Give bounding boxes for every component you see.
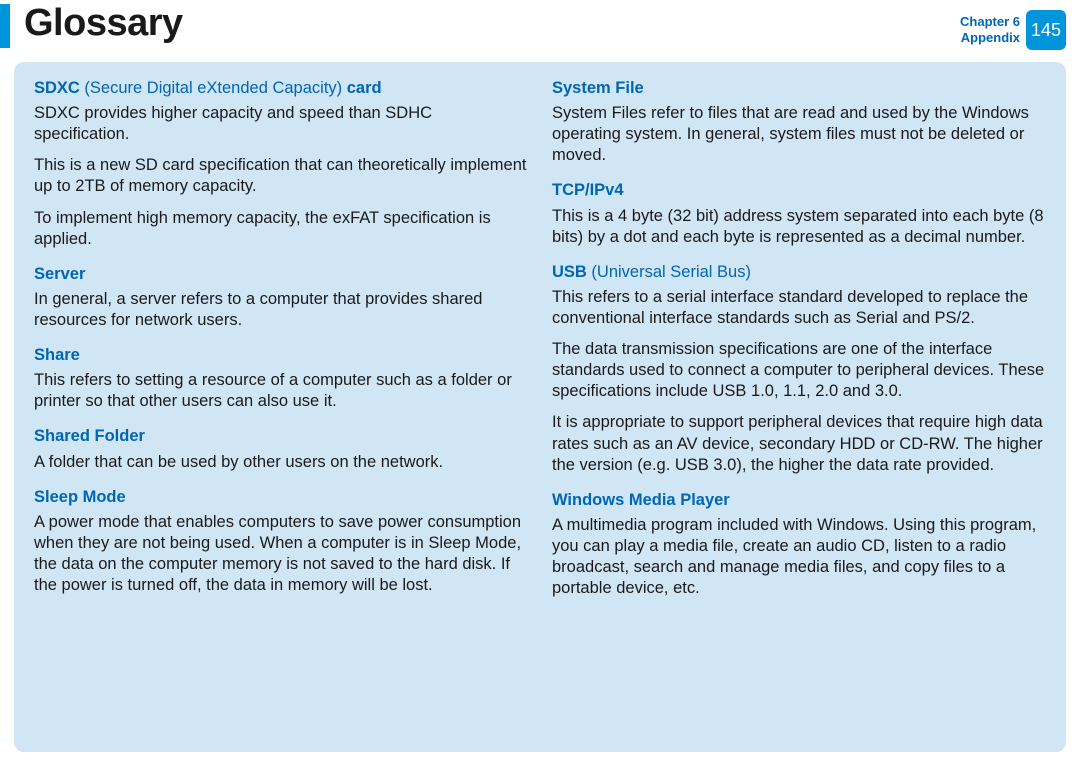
term-bold: Share (34, 346, 80, 364)
glossary-definition: To implement high memory capacity, the e… (34, 208, 528, 250)
glossary-term: Windows Media Player (552, 490, 1046, 511)
page-title: Glossary (24, 2, 183, 45)
term-bold: TCP/IPv4 (552, 181, 624, 199)
glossary-term: System File (552, 78, 1046, 99)
glossary-definition: In general, a server refers to a compute… (34, 289, 528, 331)
glossary-definition: It is appropriate to support peripheral … (552, 412, 1046, 475)
glossary-definition: A folder that can be used by other users… (34, 452, 528, 473)
page-number-badge: 145 (1026, 10, 1066, 50)
glossary-definition: This is a 4 byte (32 bit) address system… (552, 206, 1046, 248)
glossary-definition: A multimedia program included with Windo… (552, 515, 1046, 599)
term-bold: Shared Folder (34, 427, 145, 445)
chapter-info: Chapter 6 Appendix 145 (960, 10, 1066, 50)
glossary-term: Sleep Mode (34, 487, 528, 508)
glossary-column: SDXC (Secure Digital eXtended Capacity) … (34, 78, 528, 732)
appendix-line: Appendix (960, 30, 1020, 46)
chapter-labels: Chapter 6 Appendix (960, 14, 1020, 45)
term-bold: Server (34, 265, 85, 283)
term-bold: USB (552, 263, 587, 281)
term-paren: (Universal Serial Bus) (587, 263, 751, 281)
glossary-column: System File System Files refer to files t… (552, 78, 1046, 732)
glossary-term: Server (34, 264, 528, 285)
glossary-definition: This refers to setting a resource of a c… (34, 370, 528, 412)
accent-bar (0, 4, 10, 48)
glossary-term: Shared Folder (34, 426, 528, 447)
term-bold: SDXC (34, 79, 80, 97)
glossary-definition: The data transmission specifications are… (552, 339, 1046, 402)
glossary-content: SDXC (Secure Digital eXtended Capacity) … (14, 62, 1066, 752)
glossary-term: SDXC (Secure Digital eXtended Capacity) … (34, 78, 528, 99)
glossary-definition: SDXC provides higher capacity and speed … (34, 103, 528, 145)
page-header: Glossary Chapter 6 Appendix 145 (0, 0, 1080, 62)
glossary-term: Share (34, 345, 528, 366)
term-bold: System File (552, 79, 644, 97)
glossary-term: USB (Universal Serial Bus) (552, 262, 1046, 283)
term-bold: Sleep Mode (34, 488, 126, 506)
term-bold: card (347, 79, 382, 97)
glossary-definition: A power mode that enables computers to s… (34, 512, 528, 596)
term-paren: (Secure Digital eXtended Capacity) (80, 79, 347, 97)
glossary-definition: This is a new SD card specification that… (34, 155, 528, 197)
glossary-term: TCP/IPv4 (552, 180, 1046, 201)
chapter-line: Chapter 6 (960, 14, 1020, 30)
glossary-definition: System Files refer to files that are rea… (552, 103, 1046, 166)
term-bold: Windows Media Player (552, 491, 730, 509)
glossary-definition: This refers to a serial interface standa… (552, 287, 1046, 329)
